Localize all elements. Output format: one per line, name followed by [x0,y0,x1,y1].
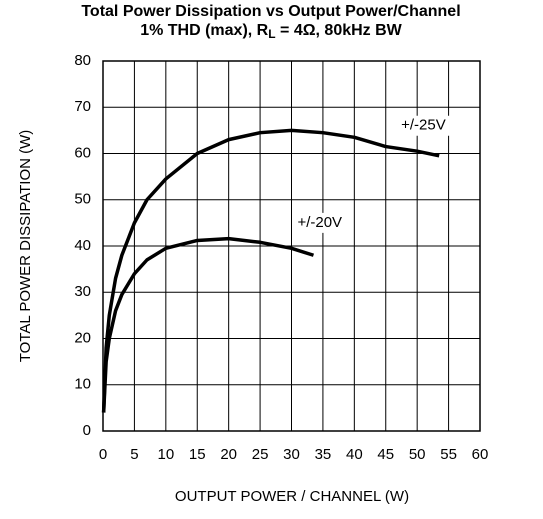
chart-subtitle: 1% THD (max), RL = 4Ω, 80kHz BW [140,22,402,41]
x-tick-label: 25 [252,446,269,463]
x-tick-label: 35 [315,446,332,463]
x-axis-label: OUTPUT POWER / CHANNEL (W) [175,488,409,505]
annotation: +/-25V [401,117,446,134]
x-tick-label: 15 [189,446,206,463]
subtitle-subscript: L [268,27,275,41]
y-tick-label: 50 [74,191,91,208]
y-tick-label: 60 [74,144,91,161]
annotation: +/-20V [297,214,342,231]
x-tick-label: 10 [157,446,174,463]
series-line [101,236,315,413]
x-tick-label: 40 [346,446,363,463]
x-tick-label: 60 [472,446,489,463]
y-tick-label: 30 [74,283,91,300]
subtitle-part: 1% THD (max), R [140,22,268,39]
y-tick-label: 40 [74,237,91,254]
subtitle-part: = 4Ω, 80kHz BW [276,22,403,39]
plot-frame [102,60,481,432]
y-tick-label: 70 [74,98,91,115]
chart-title: Total Power Dissipation vs Output Power/… [81,3,460,20]
y-tick-label: 20 [74,329,91,346]
x-tick-label: 50 [409,446,426,463]
annotation-bg [397,115,450,136]
y-tick-label: 0 [83,422,91,439]
x-tick-label: 55 [440,446,457,463]
y-tick-label: 80 [74,52,91,69]
y-tick-label: 10 [74,376,91,393]
x-tick-label: 20 [220,446,237,463]
x-tick-label: 0 [99,446,107,463]
x-tick-label: 45 [377,446,394,463]
x-tick-label: 5 [130,446,138,463]
annotation-bg [293,212,346,233]
series-line [101,128,440,413]
x-tick-label: 30 [283,446,300,463]
y-axis-label: TOTAL POWER DISSIPATION (W) [17,130,34,363]
